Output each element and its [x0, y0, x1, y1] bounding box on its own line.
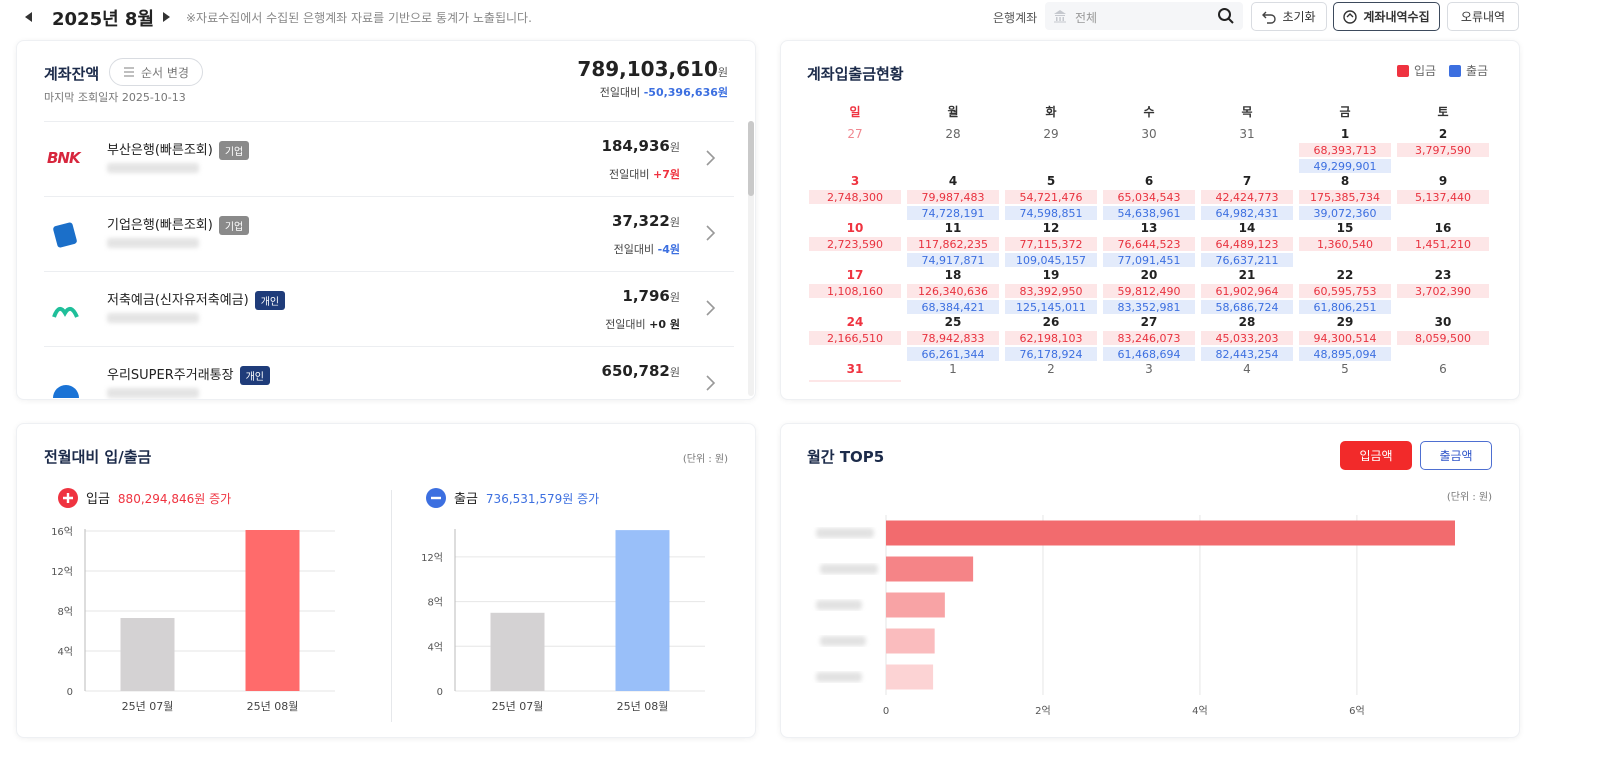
account-amount-wrap: 1,796원 — [622, 287, 680, 305]
balance-title: 계좌잔액 — [44, 65, 100, 83]
account-name: 저축예금(신자유저축예금) 개인 — [107, 289, 286, 310]
comparison-panel: 전월대비 입/출금 (단위 : 원) — [16, 423, 756, 738]
errors-label: 오류내역 — [1460, 10, 1506, 24]
account-tag: 개인 — [239, 366, 270, 385]
unit: 원 — [669, 291, 680, 304]
account-amount: 37,322 — [611, 212, 670, 230]
chevron[interactable] — [705, 149, 717, 167]
chevron[interactable] — [705, 224, 717, 242]
reset-icon — [1262, 11, 1277, 24]
reorder-button[interactable]: 순서 변경 — [109, 58, 203, 86]
account-tag: 기업 — [218, 216, 250, 235]
account-number-blurred — [107, 313, 199, 323]
deposit-label: 입금액 — [1359, 449, 1393, 463]
account-amount: 184,936 — [601, 137, 670, 155]
errors-button[interactable]: 오류내역 — [1447, 2, 1519, 31]
bank-logo: BNK — [47, 149, 81, 167]
deposit-button[interactable]: 입금액 — [1340, 441, 1412, 470]
prev-month[interactable] — [24, 11, 34, 23]
unit-note: (단위 : 원) — [1446, 492, 1492, 503]
row-divider — [44, 196, 734, 197]
account-change: -4원 — [657, 243, 680, 256]
top5-panel: 월간 TOP5 입금액 출금액 (단위 : 원) — [780, 423, 1520, 738]
next-month[interactable] — [161, 11, 171, 23]
chevron[interactable] — [705, 374, 717, 392]
account-name-text: 우리SUPER주거래통장 — [107, 368, 234, 383]
balance-total-wrap: 789,103,610원 — [577, 57, 728, 81]
row-divider — [44, 346, 734, 347]
balance-change-wrap: 전일대비 -50,396,636원 — [600, 84, 728, 100]
account-amount: 650,782 — [601, 362, 670, 380]
account-name: 우리SUPER주거래통장 개인 — [107, 364, 270, 385]
account-tag: 개인 — [254, 291, 286, 310]
reorder-label: 순서 변경 — [141, 65, 189, 80]
withdraw-label: 출금액 — [1439, 449, 1473, 463]
calendar-title: 계좌입출금현황 — [807, 65, 904, 83]
account-amount-wrap: 37,322원 — [612, 212, 680, 230]
account-change-wrap: 전일대비 +0 원 — [605, 316, 680, 332]
account-name-text: 기업은행(빠른조회) — [107, 218, 213, 233]
balance-total: 789,103,610 — [577, 57, 718, 81]
calendar-panel: 계좌입출금현황 — [780, 40, 1520, 400]
account-name-text: 부산은행(빠른조회) — [107, 143, 213, 158]
account-amount-wrap: 184,936원 — [602, 137, 680, 155]
account-number-blurred — [107, 163, 199, 173]
bank-label: 은행계좌 — [993, 11, 1038, 25]
change-label: 전일대비 — [599, 86, 641, 99]
month-title: 2025년 8월 — [52, 9, 155, 30]
account-change-wrap: 전일대비 +7원 — [609, 166, 680, 182]
reset-label: 초기화 — [1282, 10, 1316, 24]
account-name: 기업은행(빠른조회) 기업 — [107, 214, 250, 235]
bank-logo — [52, 306, 79, 318]
bank-search[interactable]: 전체 — [1045, 2, 1243, 30]
account-change-wrap: 전일대비 -4원 — [614, 241, 680, 257]
change-label: 전일대비 — [613, 243, 655, 256]
account-tag: 기업 — [218, 141, 250, 160]
row-divider — [44, 121, 734, 122]
account-change: +7원 — [653, 168, 680, 181]
account-change: +0 원 — [649, 318, 680, 331]
change-label: 전일대비 — [605, 318, 646, 331]
account-amount: 1,796 — [622, 287, 670, 305]
account-number-blurred — [107, 388, 199, 398]
unit: 원 — [717, 66, 728, 79]
last-checked: 마지막 조회일자 2025-10-13 — [44, 91, 186, 104]
chevron[interactable] — [705, 299, 717, 317]
reset-button[interactable]: 초기화 — [1251, 2, 1327, 31]
unit-note: (단위 : 원) — [682, 454, 728, 465]
top5-title: 월간 TOP5 — [807, 448, 885, 466]
balance-panel: 계좌잔액 순서 변경 마지막 조회일자 2025-10-13 789,103,6… — [16, 40, 756, 400]
change-label: 전일대비 — [609, 168, 650, 181]
scroll-track — [748, 121, 754, 396]
bank-logo — [53, 222, 77, 248]
collect-icon — [1343, 9, 1358, 24]
withdraw-button[interactable]: 출금액 — [1420, 441, 1492, 470]
account-number-blurred — [107, 238, 199, 248]
balance-change: -50,396,636원 — [643, 86, 728, 99]
comparison-title: 전월대비 입/출금 — [44, 448, 152, 466]
scroll-thumb[interactable] — [748, 121, 754, 196]
row-divider — [44, 271, 734, 272]
search-placeholder: 전체 — [1075, 11, 1098, 25]
unit: 원 — [669, 141, 680, 154]
search-icon[interactable] — [1217, 7, 1235, 25]
unit: 원 — [669, 216, 680, 229]
collect-button[interactable]: 계좌내역수집 — [1333, 2, 1440, 31]
bank-icon — [1054, 10, 1066, 23]
account-name-text: 저축예금(신자유저축예금) — [107, 293, 249, 308]
reorder-icon — [124, 67, 134, 77]
account-name: 부산은행(빠른조회) 기업 — [107, 139, 250, 160]
account-amount-wrap: 650,782원 — [602, 362, 680, 380]
collect-label: 계좌내역수집 — [1363, 10, 1430, 24]
notice: ※자료수집에서 수집된 은행계좌 자료를 기반으로 통계가 노출됩니다. — [186, 11, 532, 25]
unit: 원 — [669, 366, 680, 379]
divider — [391, 490, 392, 722]
bank-logo — [53, 385, 79, 398]
